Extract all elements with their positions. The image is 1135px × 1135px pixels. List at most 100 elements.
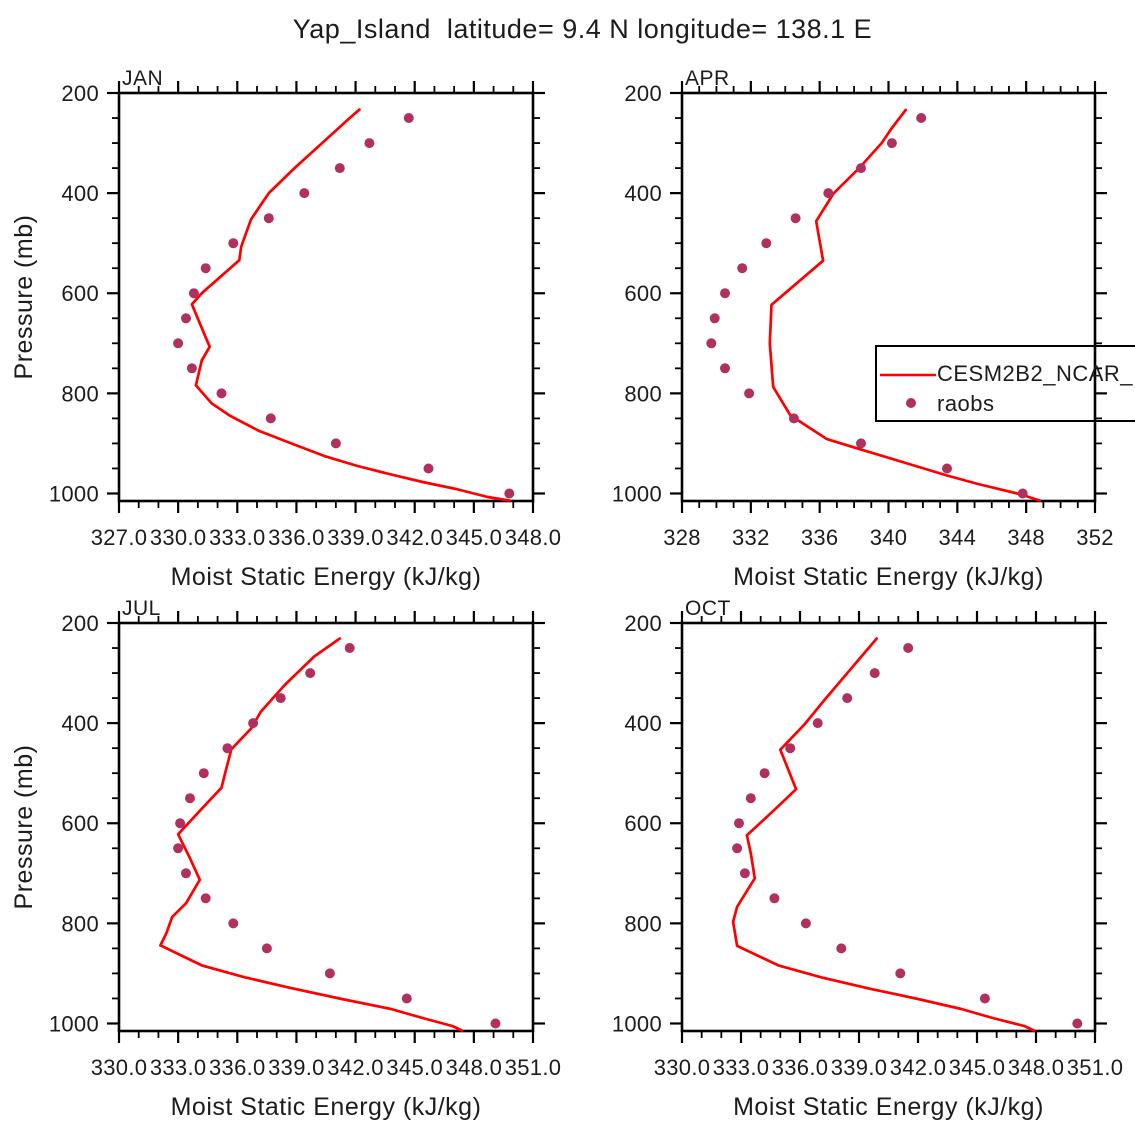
raobs-dot [785, 743, 796, 754]
raobs-dot [185, 793, 195, 804]
raobs-dot [504, 488, 515, 499]
x-tick-label: 348.0 [505, 525, 562, 550]
raobs-dot [823, 188, 834, 199]
y-tick-label: 200 [624, 81, 662, 106]
x-tick-label: 339.0 [327, 525, 384, 550]
x-tick-label: 342.0 [386, 525, 443, 550]
x-tick-label: 336.0 [772, 1055, 829, 1080]
raobs-dots [173, 643, 501, 1029]
panel-jan: 327.0 330.0 333.0 336.0 339.0 342.0 345.0 348.0… [10, 67, 561, 591]
raobs-dot [305, 668, 316, 679]
y-tick-label: 400 [624, 181, 662, 206]
x-tick-label: 333.0 [150, 1055, 207, 1080]
x-tick-label: 345.0 [386, 1055, 443, 1080]
raobs-dot [344, 643, 355, 653]
raobs-dot [186, 363, 197, 374]
raobs-dot [720, 288, 730, 299]
raobs-dot [812, 718, 823, 729]
raobs-dot [800, 918, 811, 929]
raobs-dot [942, 463, 952, 474]
raobs-dot [856, 438, 866, 449]
x-axis-title: Moist Static Energy (kJ/kg) [171, 1093, 482, 1121]
raobs-dot [265, 413, 276, 424]
raobs-dot [706, 338, 717, 349]
raobs-dot [709, 313, 720, 324]
legend-item-cesm: CESM2B2_NCAR_ [877, 359, 1135, 389]
y-tick-label: 1000 [612, 481, 662, 506]
raobs-dot [739, 868, 750, 879]
raobs-dot [1017, 488, 1028, 499]
legend-dot-sample-icon [906, 398, 916, 408]
y-tick-label: 600 [624, 281, 662, 306]
y-tick-label: 600 [61, 811, 99, 836]
raobs-dot [228, 238, 239, 249]
panel-jul: 330.0 333.0 336.0 339.0 342.0 345.0 348.0 351.0… [10, 597, 561, 1121]
y-tick-label: 400 [61, 181, 99, 206]
panel-month-label: JAN [122, 67, 163, 90]
panel-oct: 330.0 333.0 336.0 339.0 342.0 345.0 348.0 351.0… [612, 597, 1123, 1121]
raobs-dot [181, 868, 191, 879]
raobs-dots [732, 643, 1083, 1029]
raobs-dot [403, 113, 414, 123]
x-axis-title: Moist Static Energy (kJ/kg) [733, 1093, 1044, 1121]
raobs-dot [200, 263, 211, 274]
raobs-dot [222, 743, 233, 754]
legend-label-cesm: CESM2B2_NCAR_ [937, 361, 1134, 386]
y-tick-label: 800 [61, 911, 99, 936]
x-tick-label: 339.0 [268, 1055, 325, 1080]
y-tick-label: 200 [61, 611, 99, 636]
x-tick-label: 344 [939, 525, 977, 550]
x-tick-label: 333.0 [713, 1055, 770, 1080]
y-tick-label: 400 [624, 711, 662, 736]
x-tick-label: 327.0 [91, 525, 148, 550]
raobs-dot [324, 968, 335, 979]
x-tick-label: 348.0 [446, 1055, 503, 1080]
x-tick-label: 330.0 [150, 525, 207, 550]
raobs-dot [759, 768, 770, 779]
raobs-dot [856, 163, 866, 174]
y-tick-label: 600 [624, 811, 662, 836]
y-axis-title: Pressure (mb) [10, 215, 38, 380]
y-axis-title: Pressure (mb) [10, 745, 38, 910]
raobs-dot [364, 138, 375, 149]
raobs-dot [836, 943, 847, 954]
panel-month-label: JUL [122, 597, 161, 620]
y-tick-label: 800 [624, 381, 662, 406]
raobs-dot [198, 768, 209, 779]
legend-box: CESM2B2_NCAR_ raobs [875, 345, 1135, 422]
raobs-dot [916, 113, 927, 123]
cesm-model-line [768, 108, 1042, 502]
raobs-dot [216, 388, 227, 399]
figure-title: Yap_Island latitude= 9.4 N longitude= 13… [292, 14, 873, 44]
raobs-dot [423, 463, 434, 474]
raobs-dot [173, 338, 184, 349]
raobs-dot [200, 893, 211, 904]
panel-month-label: OCT [685, 597, 731, 620]
y-tick-label: 1000 [612, 1011, 662, 1036]
y-tick-label: 1000 [49, 1011, 99, 1036]
raobs-dot [903, 643, 914, 653]
x-tick-label: 348 [1007, 525, 1045, 550]
legend-item-raobs: raobs [877, 389, 1135, 419]
panel-apr: 328 332 336 340 344 348 352 200 400 600 800 1000 APR… [612, 67, 1114, 591]
x-tick-label: 351.0 [1067, 1055, 1124, 1080]
raobs-dot [330, 438, 341, 449]
x-tick-label: 330.0 [654, 1055, 711, 1080]
x-axis-title: Moist Static Energy (kJ/kg) [733, 563, 1044, 591]
raobs-dot [842, 693, 853, 704]
y-tick-label: 1000 [49, 481, 99, 506]
x-tick-label: 333.0 [209, 525, 266, 550]
raobs-dot [720, 363, 730, 374]
x-tick-label: 352 [1076, 525, 1114, 550]
raobs-dot [490, 1018, 501, 1029]
raobs-dot [895, 968, 906, 979]
legend-label-raobs: raobs [937, 391, 995, 416]
y-tick-label: 800 [61, 381, 99, 406]
raobs-dot [173, 843, 184, 854]
y-tick-label: 200 [624, 611, 662, 636]
x-tick-label: 336.0 [268, 525, 325, 550]
x-tick-label: 332 [732, 525, 770, 550]
x-tick-label: 348.0 [1008, 1055, 1065, 1080]
x-tick-label: 336 [801, 525, 839, 550]
